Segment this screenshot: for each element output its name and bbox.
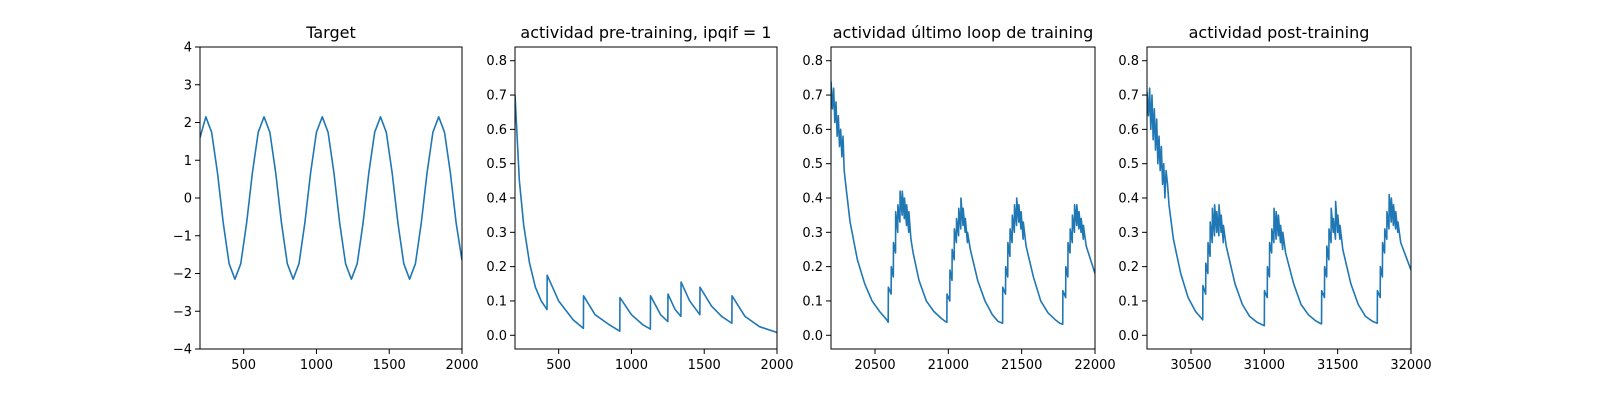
y-tick-label: 0.0 xyxy=(486,329,507,344)
series-line xyxy=(200,116,462,280)
y-tick-label: 0.1 xyxy=(802,294,823,309)
y-tick-label: 0.2 xyxy=(1118,260,1139,275)
y-tick-label: 0.7 xyxy=(802,89,823,104)
y-tick-label: 0.0 xyxy=(802,329,823,344)
y-tick-label: 0.5 xyxy=(486,157,507,172)
y-tick-label: −3 xyxy=(173,305,192,320)
x-tick-label: 500 xyxy=(231,358,256,373)
y-tick-label: 0 xyxy=(184,192,192,207)
chart-title: Target xyxy=(305,23,356,42)
chart-panel-3: actividad último loop de training 20500 21… xyxy=(802,23,1115,373)
y-tick-label: 0.6 xyxy=(802,123,823,138)
chart-title: actividad último loop de training xyxy=(833,23,1094,42)
x-tick-label: 21500 xyxy=(1001,358,1042,373)
series-line xyxy=(831,81,1095,326)
y-tick-label: 3 xyxy=(184,78,192,93)
y-tick-label: 0.1 xyxy=(1118,294,1139,309)
x-tick-label: 20500 xyxy=(854,358,895,373)
y-tick-label: 0.2 xyxy=(486,260,507,275)
y-tick-label: 0.7 xyxy=(486,89,507,104)
chart-panel-1: Target 500 1000 1500 2000 −4 −3 −2 −1 0 1 2 3 4 xyxy=(173,23,479,373)
y-tick-label: 4 xyxy=(184,41,192,56)
y-tick-label: 0.3 xyxy=(486,226,507,241)
y-tick-label: 0.8 xyxy=(1118,54,1139,69)
y-tick-label: 0.4 xyxy=(1118,192,1139,207)
y-tick-label: 0.6 xyxy=(1118,123,1139,138)
y-tick-label: 0.1 xyxy=(486,294,507,309)
series-line xyxy=(1147,87,1411,327)
x-tick-label: 31000 xyxy=(1244,358,1285,373)
x-tick-label: 1500 xyxy=(688,358,721,373)
x-tick-label: 22000 xyxy=(1074,358,1115,373)
y-tick-label: 0.8 xyxy=(802,54,823,69)
x-tick-label: 2000 xyxy=(760,358,793,373)
y-tick-label: −2 xyxy=(173,267,192,282)
y-tick-label: 0.6 xyxy=(486,123,507,138)
x-tick-label: 21000 xyxy=(928,358,969,373)
y-tick-label: −1 xyxy=(173,229,192,244)
y-tick-label: 0.3 xyxy=(802,226,823,241)
y-tick-label: 0.7 xyxy=(1118,89,1139,104)
x-tick-label: 30500 xyxy=(1170,358,1211,373)
y-tick-label: −4 xyxy=(173,343,192,358)
y-tick-label: 0.5 xyxy=(1118,157,1139,172)
x-tick-label: 500 xyxy=(546,358,571,373)
y-tick-label: 2 xyxy=(184,116,192,131)
x-tick-label: 1500 xyxy=(373,358,406,373)
x-tick-label: 32000 xyxy=(1390,358,1431,373)
x-tick-label: 2000 xyxy=(445,358,478,373)
chart-title: actividad post-training xyxy=(1189,23,1370,42)
chart-panel-4: actividad post-training 30500 31000 31500 32… xyxy=(1118,23,1431,373)
y-tick-label: 0.3 xyxy=(1118,226,1139,241)
y-tick-label: 0.5 xyxy=(802,157,823,172)
x-tick-label: 1000 xyxy=(615,358,648,373)
x-tick-label: 1000 xyxy=(300,358,333,373)
chart-panel-2: actividad pre-training, ipqif = 1 500 1000… xyxy=(486,23,793,373)
series-line xyxy=(515,95,777,334)
y-tick-label: 0.8 xyxy=(486,54,507,69)
y-tick-label: 0.4 xyxy=(486,192,507,207)
x-tick-label: 31500 xyxy=(1317,358,1358,373)
y-tick-label: 1 xyxy=(184,154,192,169)
y-tick-label: 0.4 xyxy=(802,192,823,207)
y-tick-label: 0.2 xyxy=(802,260,823,275)
y-tick-label: 0.0 xyxy=(1118,329,1139,344)
chart-title: actividad pre-training, ipqif = 1 xyxy=(520,23,771,42)
